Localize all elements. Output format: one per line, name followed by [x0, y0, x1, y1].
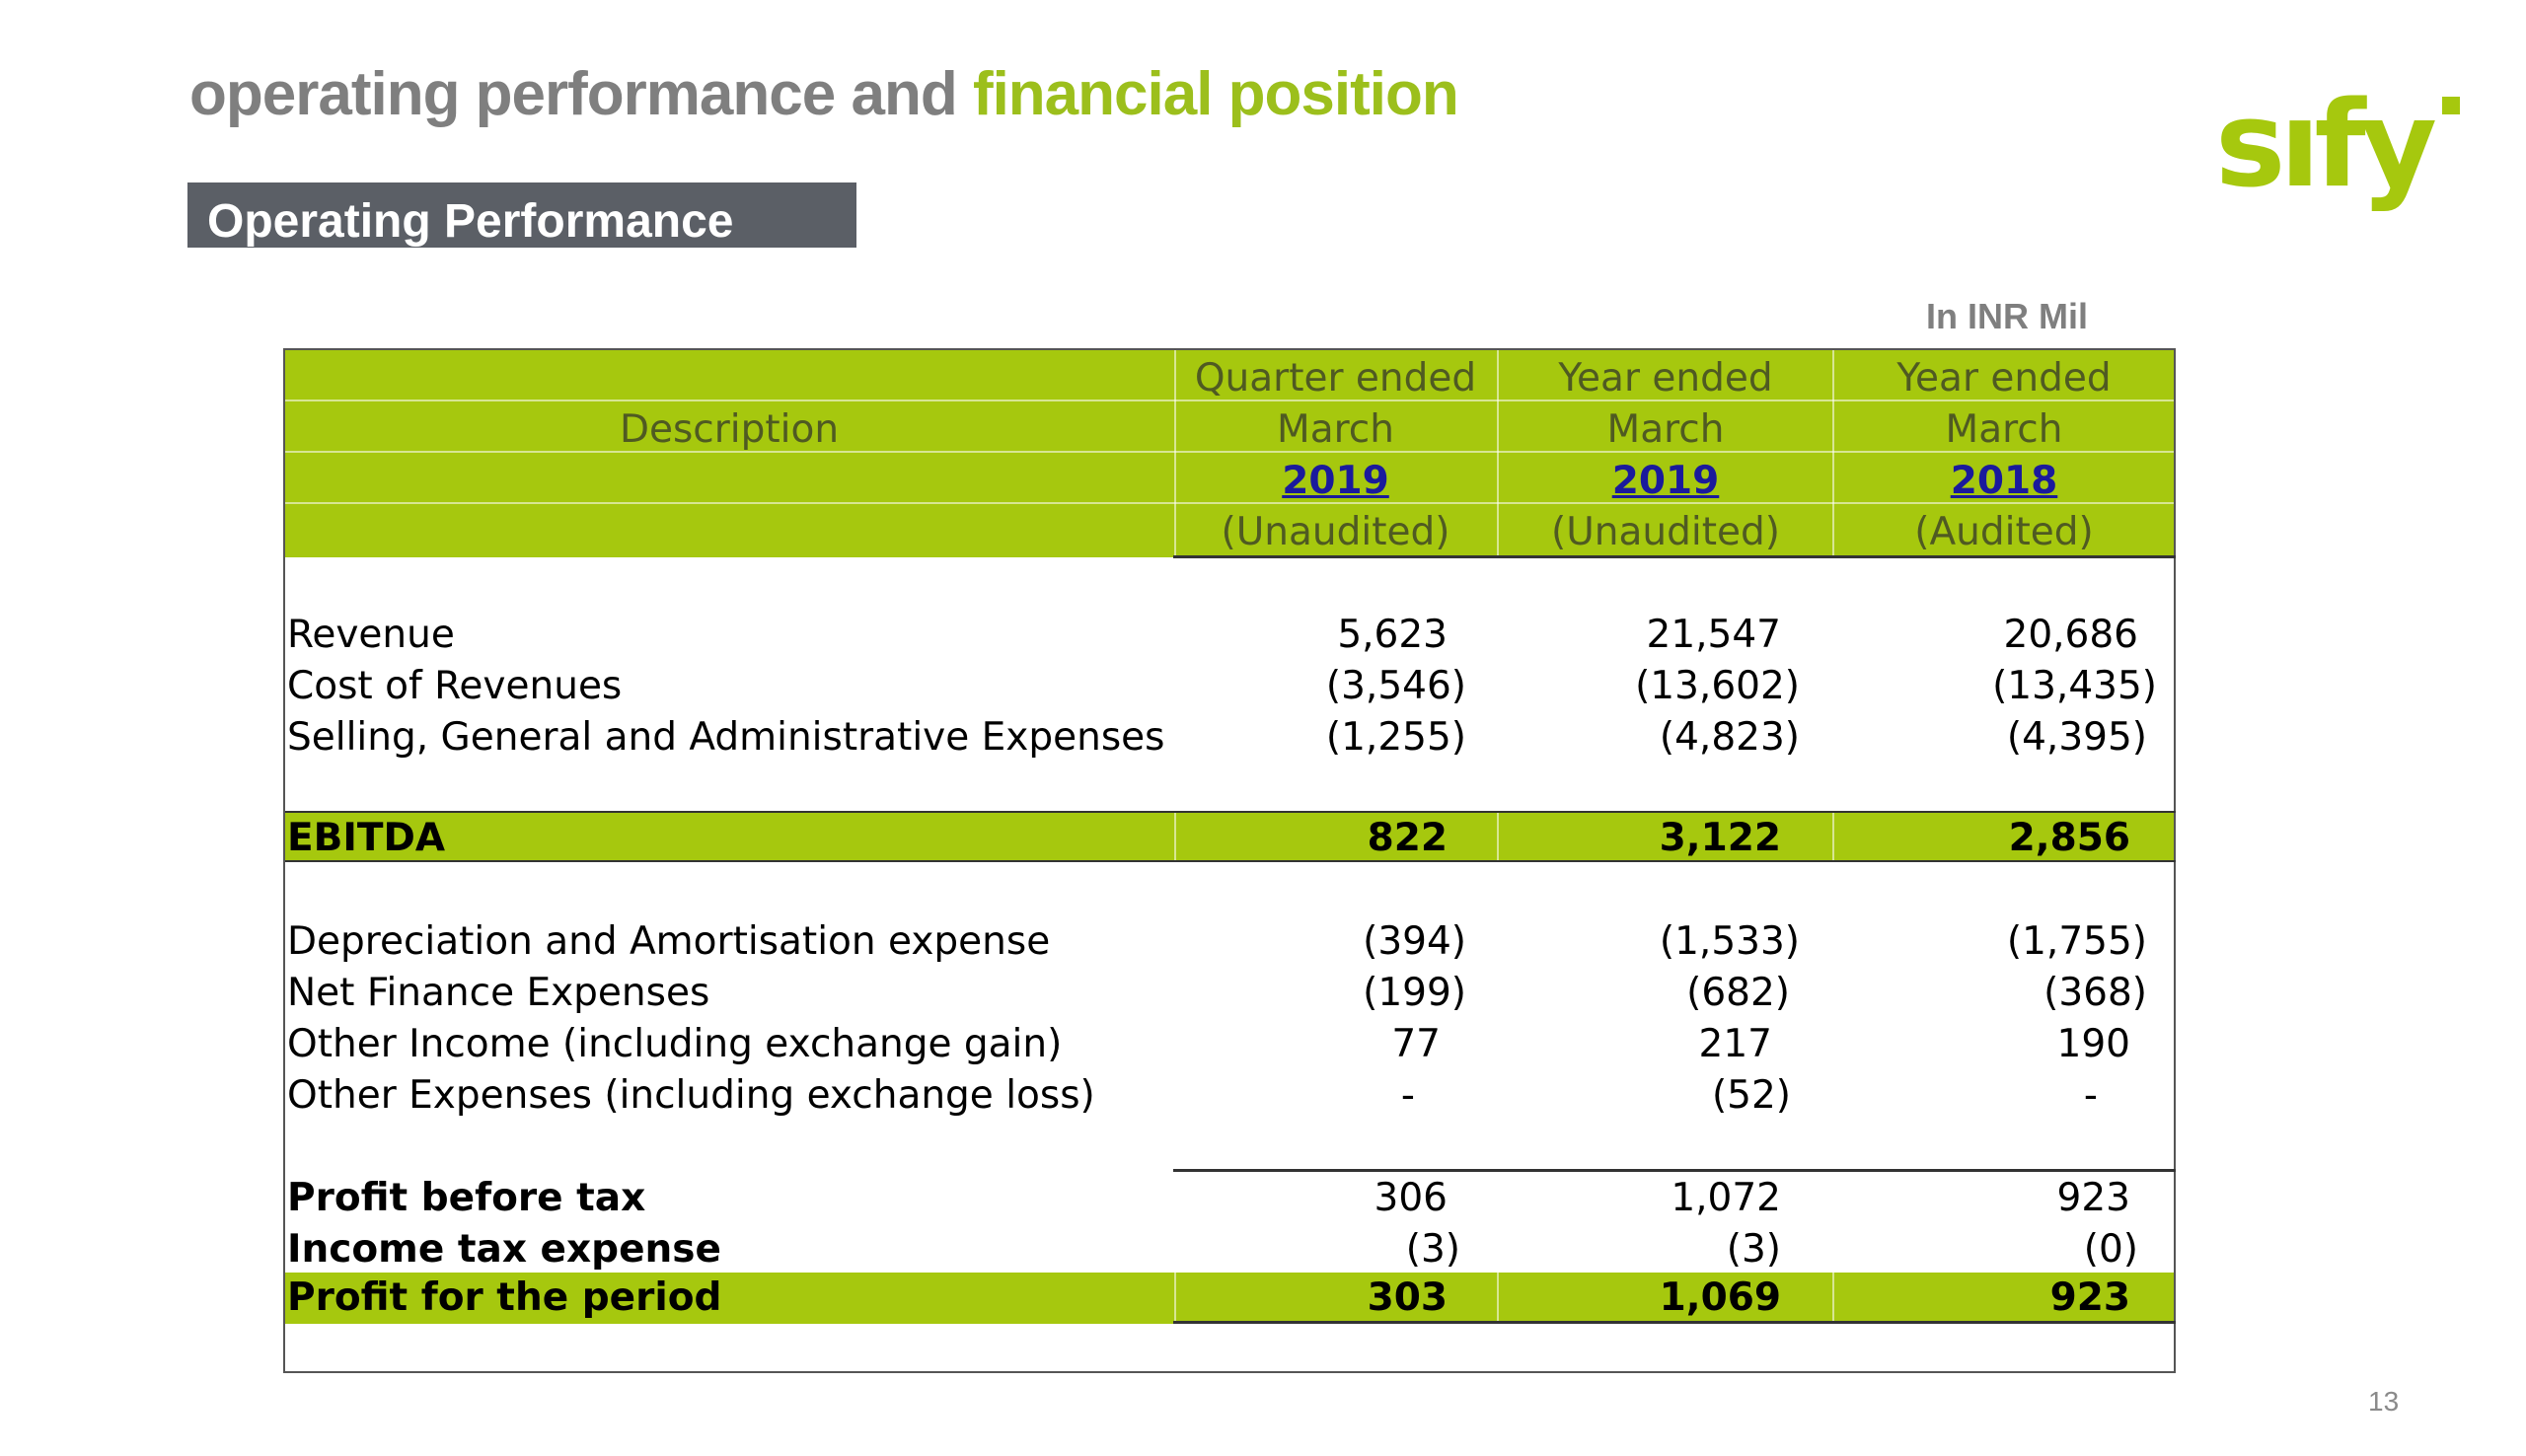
- row-label: Selling, General and Administrative Expe…: [287, 715, 1165, 760]
- row-label: Cost of Revenues: [287, 664, 623, 708]
- row-label: Other Expenses (including exchange loss): [287, 1073, 1095, 1118]
- page-number: 13: [2368, 1386, 2400, 1417]
- row-value: 21,547: [1646, 613, 1781, 657]
- slide-title: operating performance and financial posi…: [189, 59, 1459, 129]
- row-value: (368): [2043, 971, 2147, 1015]
- row-value: (3,546): [1325, 664, 1466, 708]
- row-value: 20,686: [2003, 613, 2138, 657]
- col-separator: [1832, 1273, 1834, 1324]
- row-value: 5,623: [1337, 613, 1448, 657]
- row-value: 77: [1391, 1022, 1441, 1066]
- row-value: (13,602): [1635, 664, 1800, 708]
- units-label: In INR Mil: [1926, 296, 2088, 336]
- row-value: -: [1400, 1073, 1415, 1118]
- row-separator: [285, 400, 2174, 401]
- row-value: 923: [2056, 1176, 2130, 1220]
- col2-line2: March: [1606, 407, 1725, 452]
- row-value: (199): [1363, 971, 1466, 1015]
- row-label: Net Finance Expenses: [287, 971, 710, 1015]
- row-value: (0): [2083, 1227, 2138, 1272]
- col1-line1: Quarter ended: [1194, 356, 1477, 400]
- sify-logo: sıfy: [2215, 87, 2460, 214]
- profit-band: [285, 1273, 1173, 1324]
- col1-year: 2019: [1282, 459, 1389, 503]
- row-value: -: [2083, 1073, 2098, 1118]
- col-separator: [1174, 1273, 1176, 1324]
- row-value: 217: [1698, 1022, 1772, 1066]
- row-value: (3): [1405, 1227, 1460, 1272]
- col2-line1: Year ended: [1558, 356, 1773, 400]
- col3-line1: Year ended: [1896, 356, 2112, 400]
- svg-text:sıfy: sıfy: [2215, 87, 2436, 214]
- col-separator: [1174, 350, 1176, 557]
- row-label: Other Income (including exchange gain): [287, 1022, 1063, 1066]
- row-value: 923: [2049, 1275, 2130, 1320]
- col-separator: [1497, 811, 1499, 862]
- row-value: (52): [1711, 1073, 1791, 1118]
- ebitda-band: [285, 811, 2174, 862]
- profit-band-values: [1173, 1273, 2174, 1324]
- row-label: Profit before tax: [287, 1176, 646, 1220]
- row-value: (1,755): [2006, 919, 2147, 964]
- title-part1: operating performance and: [189, 60, 973, 128]
- row-separator: [285, 502, 2174, 504]
- row-label: Profit for the period: [287, 1275, 722, 1320]
- ebitda-top-rule: [285, 811, 2176, 813]
- ebitda-bottom-rule: [285, 860, 2176, 862]
- subtotal-rule: [1173, 1169, 2176, 1172]
- row-value: 306: [1374, 1176, 1448, 1220]
- col-separator: [1174, 811, 1176, 862]
- row-value: (1,255): [1325, 715, 1466, 760]
- row-value: 1,069: [1659, 1275, 1781, 1320]
- col3-line2: March: [1945, 407, 2063, 452]
- row-value: 303: [1367, 1275, 1448, 1320]
- col3-year: 2018: [1950, 459, 2058, 503]
- row-value: 3,122: [1659, 816, 1781, 860]
- col1-line2: March: [1277, 407, 1394, 452]
- row-label: Revenue: [287, 613, 455, 657]
- row-value: (4,395): [2006, 715, 2147, 760]
- row-value: (682): [1686, 971, 1790, 1015]
- title-part2: financial position: [972, 60, 1459, 128]
- col3-status: (Audited): [1914, 510, 2094, 554]
- row-value: (1,533): [1659, 919, 1800, 964]
- row-value: 822: [1367, 816, 1448, 860]
- col-separator: [1497, 1273, 1499, 1324]
- col-separator: [1832, 350, 1834, 557]
- row-label: Income tax expense: [287, 1227, 721, 1272]
- description-header: Description: [619, 407, 840, 452]
- row-value: 2,856: [2008, 816, 2130, 860]
- row-value: 190: [2056, 1022, 2130, 1066]
- row-label: Depreciation and Amortisation expense: [287, 919, 1051, 964]
- row-value: (3): [1726, 1227, 1781, 1272]
- row-label: EBITDA: [287, 816, 446, 860]
- col2-status: (Unaudited): [1551, 510, 1780, 554]
- row-value: 1,072: [1671, 1176, 1781, 1220]
- col2-year: 2019: [1611, 459, 1720, 503]
- col1-status: (Unaudited): [1221, 510, 1450, 554]
- header-band: [285, 350, 2174, 557]
- col-separator: [1832, 811, 1834, 862]
- row-value: (4,823): [1659, 715, 1800, 760]
- row-separator: [285, 451, 2174, 453]
- col-separator: [1497, 350, 1499, 557]
- header-underline: [1173, 555, 2176, 558]
- total-rule: [1173, 1321, 2176, 1324]
- row-value: (13,435): [1992, 664, 2157, 708]
- row-value: (394): [1363, 919, 1466, 964]
- section-header: Operating Performance: [187, 182, 856, 248]
